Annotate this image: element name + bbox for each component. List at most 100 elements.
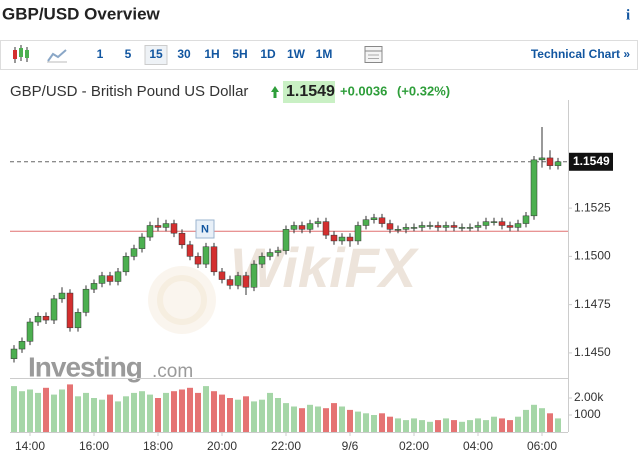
volume-bar [515,416,521,432]
candle-body [226,279,234,286]
volume-bar [435,420,441,432]
volume-bar [171,391,177,432]
interval-button[interactable]: 5 [125,47,132,61]
volume-bar [523,409,529,432]
technical-chart-link[interactable]: Technical Chart » [531,47,630,61]
candle-body [66,292,74,329]
x-tick-label: 18:00 [143,439,173,453]
candle-body [154,225,162,228]
volume-bar [323,408,329,432]
candle-body [386,223,394,230]
interval-button[interactable]: 1M [316,47,333,61]
candle-body [26,321,34,342]
volume-bar [123,396,129,432]
volume-bar [259,399,265,432]
volume-bar [411,418,417,432]
x-tick-label: 9/6 [342,439,359,453]
volume-bar [539,408,545,432]
volume-bar [75,396,81,432]
candle-body [482,221,490,226]
interval-button[interactable]: 5H [232,47,247,61]
volume-bar [195,392,201,432]
interval-button[interactable]: 1W [287,47,306,61]
volume-bar [491,416,497,432]
interval-button[interactable]: 30 [177,47,191,61]
brand-watermark: Investing [28,351,142,382]
candle-body [450,225,458,228]
x-tick-label: 04:00 [463,439,493,453]
volume-bar [211,391,217,432]
price-change: +0.0036 [340,83,387,98]
volume-bar [283,403,289,432]
candle-body [538,157,546,161]
candle-body [58,292,66,300]
up-arrow [271,86,279,98]
percent-change: (+0.32%) [397,83,450,98]
volume-bar [507,420,513,432]
candle-body [50,298,58,321]
candle-body [74,312,82,329]
candle-body [418,225,426,228]
volume-bar [19,391,25,432]
news-marker-label[interactable]: N [201,223,209,235]
news-marker[interactable] [195,219,215,239]
volume-bar [267,392,273,432]
volume-bar [459,421,465,432]
interval-button[interactable]: 1D [260,47,276,61]
candle-body [178,232,186,246]
candle-body [266,252,274,257]
volume-bar [251,401,257,432]
volume-bar [147,394,153,432]
candle-body [370,217,378,220]
candle-body [130,248,138,257]
candle-icon[interactable] [13,45,29,63]
wikifx-watermark [148,266,216,334]
candle-body [202,246,210,265]
selected-interval [144,45,168,65]
candle-body [362,219,370,226]
volume-bar [339,406,345,432]
interval-button[interactable]: 1 [97,47,104,61]
candle-body [298,225,306,230]
y-tick-label: 1.1500 [574,249,611,263]
volume-bar [115,401,121,432]
candle-body [250,263,258,288]
candle-body [290,225,298,230]
x-tick-label: 22:00 [271,439,301,453]
volume-bar [347,409,353,432]
last-price-tag-label: 1.1549 [573,154,610,168]
volume-bar [555,418,561,432]
volume-bar [235,399,241,432]
volume-bar [299,408,305,432]
candle-body [122,256,130,273]
candle-body [146,225,154,238]
candle-body [514,223,522,228]
candle-body [498,221,506,226]
volume-bar [131,392,137,432]
volume-bar [395,418,401,432]
candle-body [346,236,354,242]
volume-bar [371,415,377,432]
candle-body [322,221,330,236]
x-tick-label: 06:00 [527,439,557,453]
volume-bar [203,386,209,432]
line-icon[interactable] [47,49,67,63]
candle-body [530,159,538,217]
wikifx-text: WikiFX [230,236,420,299]
interval-button[interactable]: 15 [149,47,163,61]
volume-bar [51,394,57,432]
candle-body [218,271,226,280]
candle-body [210,246,218,273]
volume-bar [155,398,161,432]
volume-bar [443,418,449,432]
last-price-tag [569,152,613,171]
candle-body [410,227,418,229]
y-tick-label: 1.1450 [574,345,611,359]
price-highlight [283,81,335,103]
candle-body [546,157,554,166]
info-button[interactable]: i [626,7,630,23]
interval-button[interactable]: 1H [204,47,219,61]
table-icon[interactable] [364,46,383,63]
last-price: 1.1549 [286,83,335,100]
